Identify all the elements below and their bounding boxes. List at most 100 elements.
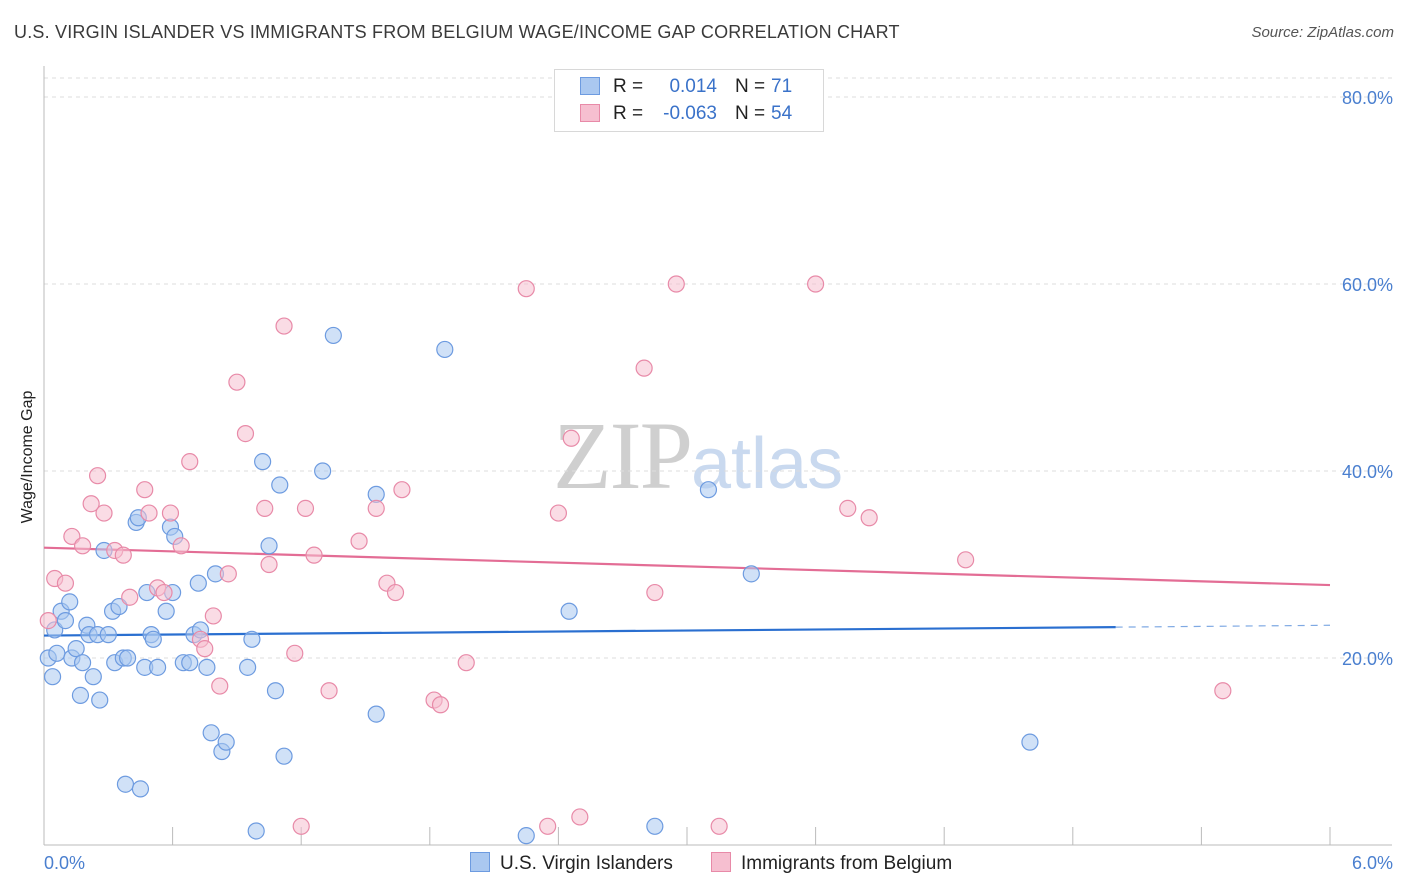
r-label: R =	[613, 103, 644, 124]
point-belgium	[82, 495, 100, 513]
point-belgium	[73, 537, 92, 555]
point-virgin-islanders	[239, 658, 257, 676]
point-virgin-islanders	[48, 644, 66, 662]
point-belgium	[860, 509, 878, 527]
point-virgin-islanders	[271, 476, 289, 494]
point-virgin-islanders	[157, 602, 175, 620]
point-belgium	[196, 640, 214, 658]
legend-swatch-blue	[470, 852, 490, 872]
point-virgin-islanders	[517, 827, 535, 845]
point-virgin-islanders	[131, 780, 150, 798]
point-belgium	[204, 607, 222, 625]
trend-line-virgin-islanders	[43, 626, 1116, 637]
point-virgin-islanders	[324, 326, 342, 345]
point-virgin-islanders	[560, 602, 578, 620]
trend-lines	[43, 546, 1331, 637]
axes	[43, 66, 1392, 846]
point-belgium	[635, 359, 653, 377]
point-belgium	[562, 429, 580, 447]
point-belgium	[292, 817, 310, 835]
point-belgium	[549, 504, 568, 522]
point-belgium	[839, 499, 857, 517]
legend-label: Immigrants from Belgium	[741, 853, 953, 874]
y-tick-label: 60.0%	[1342, 275, 1393, 295]
chart-title: U.S. VIRGIN ISLANDER VS IMMIGRANTS FROM …	[14, 22, 900, 42]
point-belgium	[320, 682, 338, 700]
point-belgium	[431, 696, 450, 714]
legend-item-virgin-islanders[interactable]: U.S. Virgin Islanders	[470, 852, 673, 875]
point-belgium	[95, 504, 113, 522]
point-belgium	[957, 551, 975, 569]
data-points	[39, 275, 1232, 845]
n-label: N =	[735, 76, 766, 97]
x-tick-label: 0.0%	[44, 853, 85, 873]
x-tick-label: 6.0%	[1352, 853, 1393, 873]
point-virgin-islanders	[181, 654, 199, 672]
point-virgin-islanders	[217, 733, 235, 751]
point-belgium	[260, 555, 278, 574]
point-virgin-islanders	[266, 682, 285, 700]
point-virgin-islanders	[198, 658, 216, 676]
point-belgium	[393, 481, 411, 499]
point-virgin-islanders	[43, 668, 62, 686]
point-virgin-islanders	[144, 630, 162, 648]
point-virgin-islanders	[61, 593, 79, 611]
point-virgin-islanders	[436, 340, 454, 359]
r-value: 0.014	[669, 76, 717, 97]
y-tick-label: 80.0%	[1342, 88, 1393, 108]
point-belgium	[172, 537, 190, 555]
point-belgium	[305, 546, 323, 564]
point-virgin-islanders	[73, 654, 92, 672]
watermark: ZIPatlas	[553, 400, 843, 511]
point-virgin-islanders	[260, 537, 278, 555]
point-belgium	[517, 280, 535, 298]
point-virgin-islanders	[699, 481, 718, 499]
point-belgium	[256, 499, 274, 517]
point-belgium	[571, 808, 589, 826]
point-virgin-islanders	[275, 747, 293, 765]
r-value: -0.063	[663, 103, 717, 124]
point-virgin-islanders	[56, 611, 75, 630]
point-belgium	[136, 481, 154, 499]
point-belgium	[539, 817, 557, 835]
point-virgin-islanders	[116, 775, 135, 793]
point-virgin-islanders	[67, 640, 85, 658]
point-belgium	[155, 583, 173, 602]
point-virgin-islanders	[646, 817, 664, 835]
point-belgium	[367, 499, 385, 517]
point-belgium	[181, 453, 199, 471]
point-belgium	[39, 611, 57, 630]
trend-line-belgium	[43, 546, 1331, 587]
legend-label: U.S. Virgin Islanders	[500, 853, 673, 874]
point-virgin-islanders	[189, 574, 207, 592]
point-virgin-islanders	[367, 705, 385, 723]
point-belgium	[219, 565, 237, 583]
point-virgin-islanders	[314, 462, 332, 480]
point-belgium	[161, 504, 180, 522]
point-belgium	[710, 817, 728, 835]
n-label: N =	[735, 103, 766, 124]
n-value: 54	[771, 103, 793, 124]
point-virgin-islanders	[99, 626, 117, 644]
grid-lines	[44, 77, 1392, 659]
point-virgin-islanders	[202, 724, 220, 742]
point-belgium	[1214, 682, 1232, 700]
point-belgium	[296, 499, 315, 517]
r-label: R =	[613, 76, 644, 97]
stats-swatch-pink	[580, 104, 600, 122]
point-virgin-islanders	[148, 658, 167, 676]
point-virgin-islanders	[742, 565, 760, 583]
point-virgin-islanders	[243, 630, 261, 648]
stats-swatch-blue	[580, 77, 600, 95]
point-belgium	[806, 275, 825, 293]
source-credit: Source: ZipAtlas.com	[1251, 24, 1394, 41]
point-belgium	[457, 654, 475, 672]
legend-item-belgium[interactable]: Immigrants from Belgium	[711, 852, 952, 875]
point-belgium	[667, 275, 685, 293]
point-virgin-islanders	[84, 668, 102, 686]
point-belgium	[386, 583, 405, 602]
point-virgin-islanders	[254, 453, 272, 471]
point-virgin-islanders	[1021, 733, 1039, 751]
point-belgium	[228, 373, 246, 391]
point-belgium	[56, 574, 75, 592]
